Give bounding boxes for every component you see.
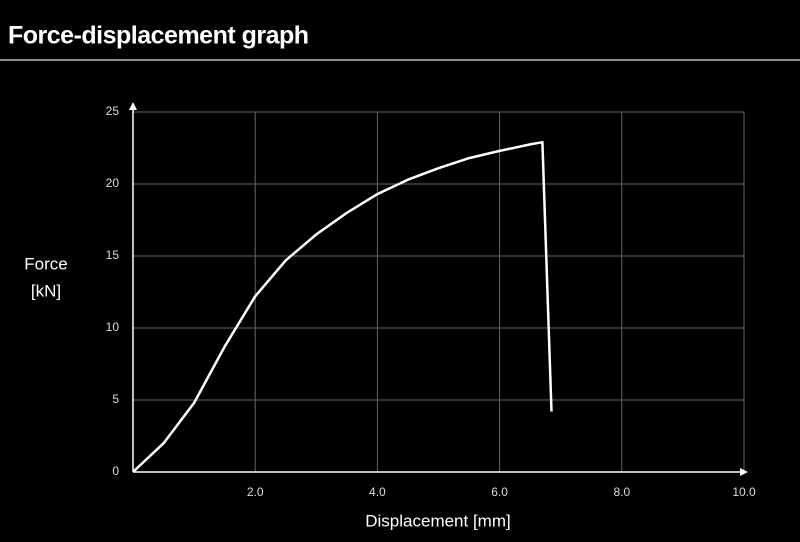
- x-tick-label: 6.0: [491, 485, 508, 499]
- y-tick-label: 5: [112, 392, 119, 406]
- x-tick-label: 4.0: [369, 485, 386, 499]
- x-axis-arrow: [740, 468, 748, 476]
- y-tick-label: 10: [106, 320, 120, 334]
- x-tick-label: 2.0: [247, 485, 264, 499]
- x-tick-label: 10.0: [732, 485, 756, 499]
- x-tick-label: 8.0: [613, 485, 630, 499]
- y-axis-label: Force: [24, 254, 67, 273]
- y-tick-label: 0: [112, 464, 119, 478]
- y-axis-label: [kN]: [31, 281, 61, 300]
- y-tick-label: 15: [106, 248, 120, 262]
- chart-title: Force-displacement graph: [8, 22, 309, 50]
- data-line: [132, 140, 553, 473]
- y-tick-label: 25: [106, 104, 120, 118]
- y-tick-label: 20: [106, 176, 120, 190]
- x-axis-label: Displacement [mm]: [365, 511, 510, 530]
- y-axis-arrow: [129, 102, 137, 110]
